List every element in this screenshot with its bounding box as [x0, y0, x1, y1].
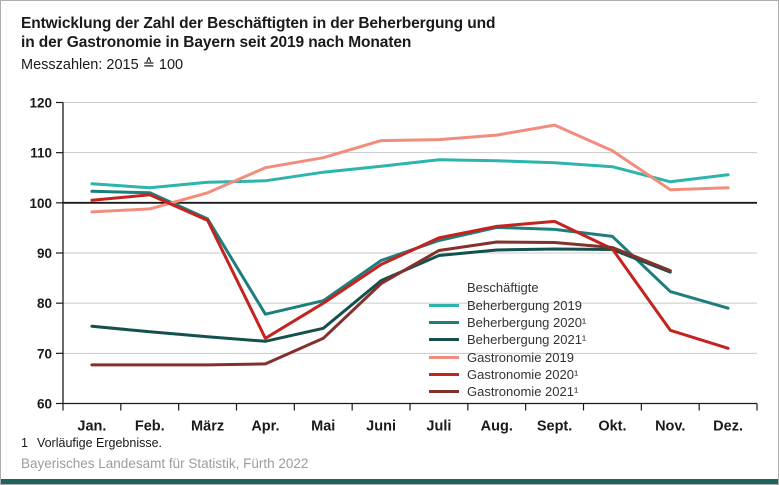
x-tick-label-6: Juni: [366, 419, 396, 435]
x-tick-label-10: Okt.: [598, 419, 626, 435]
footnote: 1 Vorläufige Ergebnisse.: [21, 436, 162, 450]
legend: Beschäftigte Beherbergung 2019 Beherbergu…: [429, 279, 586, 400]
legend-swatch-gastronomie-2020: [429, 372, 459, 376]
source-credit: Bayerisches Landesamt für Statistik, Für…: [21, 456, 309, 471]
x-tick-label-7: Juli: [426, 419, 451, 435]
legend-label-beherbergung-2020: Beherbergung 2020¹: [467, 315, 587, 331]
y-tick-label: 120: [29, 96, 52, 111]
chart-subtitle: Messzahlen: 2015 ≙ 100: [21, 57, 184, 73]
series-line-gastronomie-2021: [90, 240, 672, 367]
chart-header: Entwicklung der Zahl der Beschäftigten i…: [21, 14, 495, 74]
footnote-marker: 1: [21, 436, 28, 450]
x-tick-label-8: Aug.: [481, 419, 513, 435]
legend-label-beherbergung-2021: Beherbergung 2021¹: [467, 332, 587, 348]
legend-swatch-beherbergung-2020: [429, 321, 459, 325]
x-tick-label-3: März: [191, 419, 224, 435]
legend-label-gastronomie-2021: Gastronomie 2021¹: [467, 384, 579, 400]
legend-label-gastronomie-2020: Gastronomie 2020¹: [467, 366, 579, 382]
footnote-text: Vorläufige Ergebnisse.: [36, 436, 163, 450]
y-tick-label: 110: [30, 146, 52, 161]
y-tick-label: 70: [37, 346, 52, 361]
bottom-accent-bar: [1, 479, 778, 484]
legend-entry-gastronomie-2019: Gastronomie 2019: [429, 349, 586, 366]
legend-swatch-beherbergung-2021: [429, 338, 459, 342]
series-line-beherbergung-2019: [90, 158, 730, 190]
legend-label-beherbergung-2019: Beherbergung 2019: [467, 298, 582, 314]
series-line-beherbergung-2021: [90, 247, 672, 343]
x-tick-label-11: Nov.: [655, 419, 685, 435]
x-tick-label-5: Mai: [311, 419, 335, 435]
x-tick-label-9: Sept.: [537, 419, 572, 435]
legend-entry-gastronomie-2021: Gastronomie 2021¹: [429, 383, 586, 400]
legend-swatch-beherbergung-2019: [429, 304, 459, 308]
x-tick-label-12: Dez.: [713, 419, 743, 435]
legend-swatch-gastronomie-2021: [429, 390, 459, 394]
y-tick-label: 60: [37, 397, 52, 412]
series-line-gastronomie-2020: [90, 193, 730, 350]
legend-entry-beherbergung-2020: Beherbergung 2020¹: [429, 314, 586, 331]
y-tick-label: 100: [29, 196, 52, 211]
legend-entry-beherbergung-2019: Beherbergung 2019: [429, 297, 586, 314]
x-tick-label-1: Jan.: [77, 419, 106, 435]
legend-entry-beherbergung-2021: Beherbergung 2021¹: [429, 331, 586, 348]
legend-title: Beschäftigte: [467, 280, 539, 295]
legend-swatch-gastronomie-2019: [429, 355, 459, 359]
legend-entry-gastronomie-2020: Gastronomie 2020¹: [429, 366, 586, 383]
legend-label-gastronomie-2019: Gastronomie 2019: [467, 349, 574, 365]
chart-title-line1: Entwicklung der Zahl der Beschäftigten i…: [21, 15, 496, 32]
y-tick-label: 80: [37, 296, 52, 311]
chart-title-line2: in der Gastronomie in Bayern seit 2019 n…: [21, 34, 412, 51]
x-tick-label-2: Feb.: [135, 419, 165, 435]
series-line-gastronomie-2019: [90, 123, 730, 214]
y-tick-label: 90: [37, 246, 52, 261]
legend-entries: Beherbergung 2019 Beherbergung 2020¹ Beher…: [429, 297, 586, 400]
x-tick-label-4: Apr.: [251, 419, 279, 435]
